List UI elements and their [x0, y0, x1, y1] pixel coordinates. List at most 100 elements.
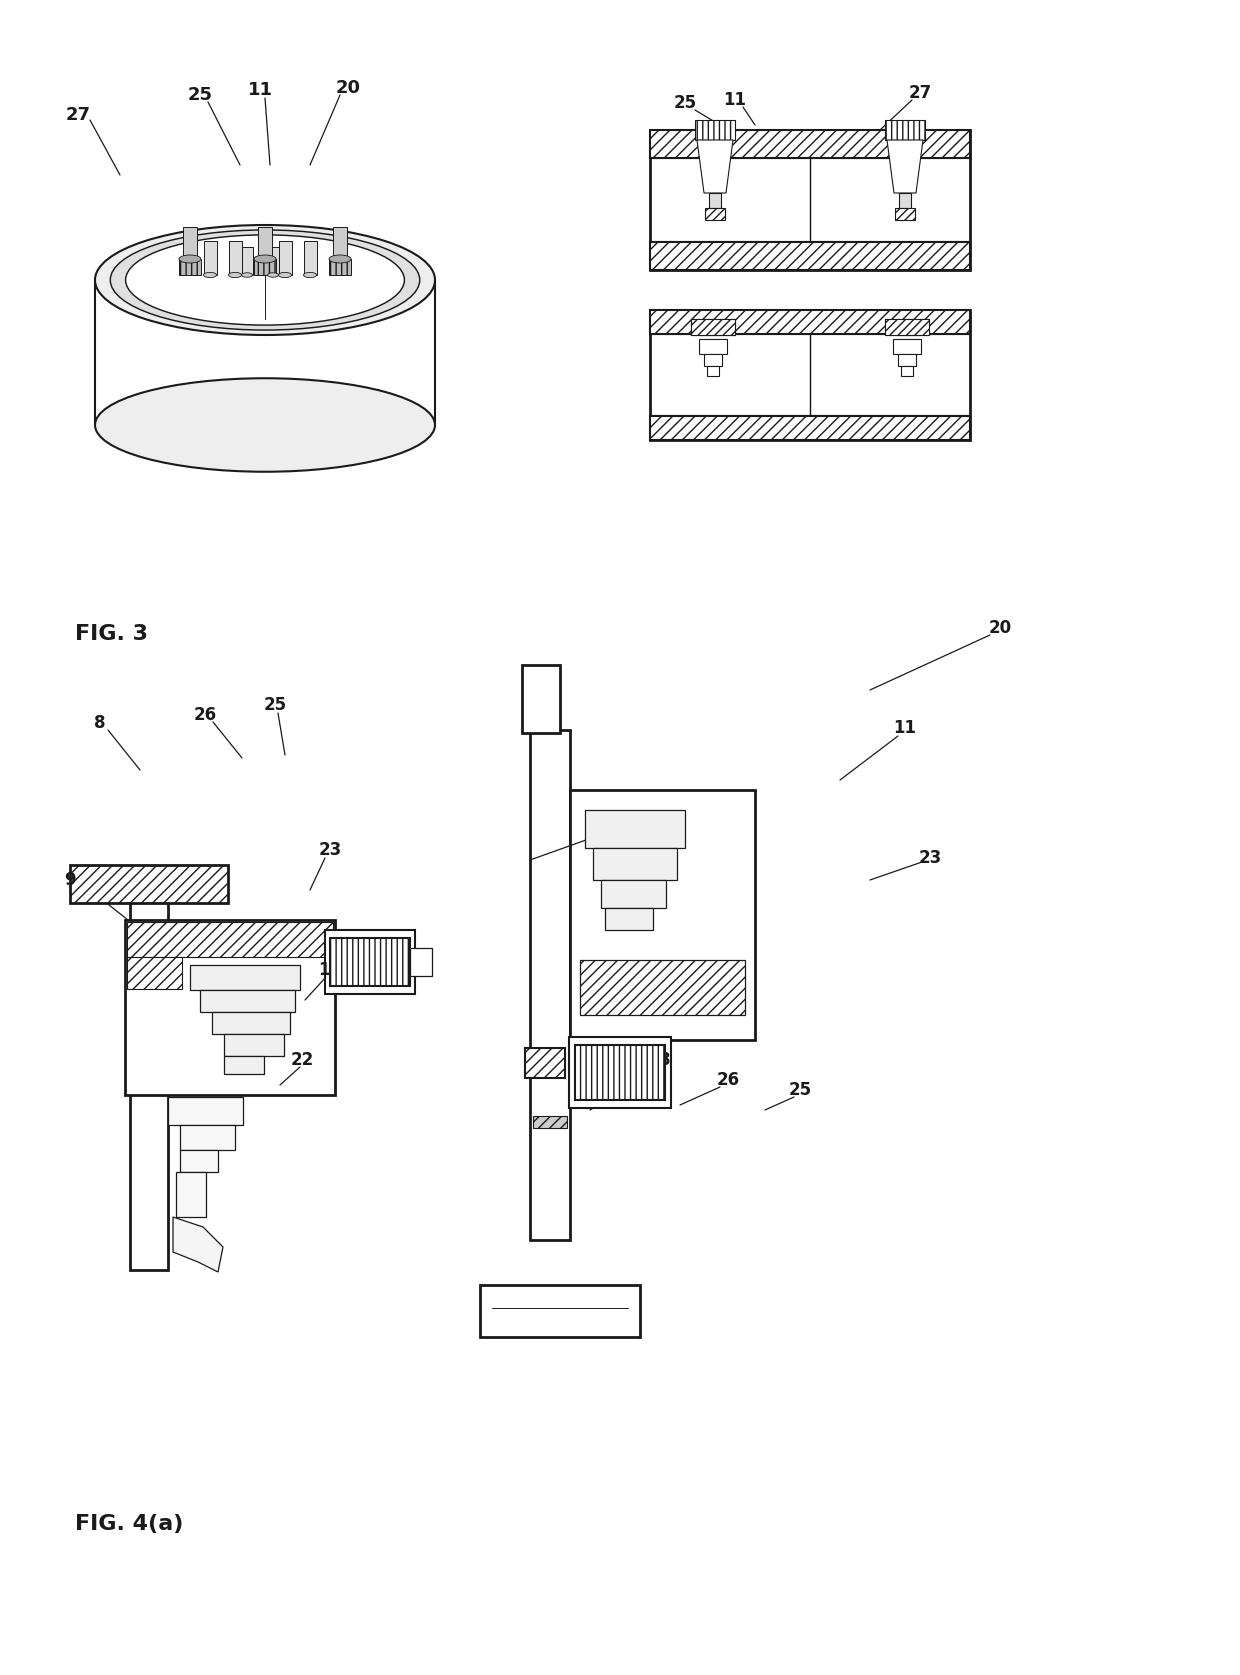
Text: 25: 25 — [673, 94, 697, 112]
Bar — [885, 318, 929, 335]
Ellipse shape — [95, 379, 435, 472]
Bar — [167, 1097, 243, 1126]
Bar — [203, 241, 217, 275]
Text: 8: 8 — [660, 1050, 671, 1069]
Bar — [126, 956, 182, 988]
Ellipse shape — [268, 273, 279, 276]
Ellipse shape — [304, 273, 316, 278]
Bar — [125, 920, 335, 1095]
Polygon shape — [174, 1218, 223, 1271]
Bar — [691, 318, 735, 335]
Ellipse shape — [228, 273, 242, 278]
Bar — [585, 811, 684, 848]
Bar — [180, 1126, 236, 1151]
Ellipse shape — [279, 273, 291, 278]
Text: 11: 11 — [723, 90, 746, 109]
Bar — [130, 899, 167, 1270]
Bar — [228, 241, 242, 275]
Text: 20: 20 — [988, 620, 1012, 636]
Bar — [694, 121, 735, 141]
Text: 11: 11 — [248, 80, 273, 99]
Bar — [242, 246, 253, 275]
Bar — [704, 353, 722, 367]
Text: 11: 11 — [894, 719, 916, 737]
Text: 25: 25 — [789, 1080, 811, 1099]
Bar — [212, 1012, 290, 1033]
Text: 26: 26 — [717, 1070, 739, 1089]
Bar — [601, 879, 666, 908]
Bar — [522, 665, 560, 734]
Bar — [176, 1172, 206, 1218]
Ellipse shape — [254, 255, 277, 263]
Ellipse shape — [125, 235, 404, 325]
Bar — [650, 310, 970, 333]
Bar — [593, 848, 677, 879]
Bar — [224, 1033, 284, 1055]
Bar — [650, 131, 970, 270]
Bar — [304, 241, 316, 275]
Text: 25: 25 — [187, 85, 212, 104]
Ellipse shape — [242, 273, 253, 276]
Text: FIG. 3: FIG. 3 — [74, 625, 148, 643]
Bar — [650, 131, 970, 157]
Bar — [885, 121, 925, 141]
Bar — [200, 990, 295, 1012]
Bar — [180, 1151, 218, 1172]
Bar — [334, 228, 347, 260]
Bar — [709, 193, 720, 208]
Bar — [706, 208, 725, 219]
Text: 9: 9 — [587, 821, 598, 839]
Text: 27: 27 — [909, 84, 931, 102]
Ellipse shape — [329, 255, 351, 263]
Text: 20: 20 — [336, 79, 361, 97]
Bar — [707, 367, 719, 375]
Bar — [885, 318, 929, 335]
Ellipse shape — [110, 229, 419, 330]
Bar — [650, 415, 970, 441]
Bar — [699, 338, 727, 353]
Bar — [529, 730, 570, 1240]
Text: 23: 23 — [319, 841, 342, 859]
Bar — [895, 208, 915, 219]
Bar — [893, 338, 921, 353]
Bar — [254, 260, 277, 275]
Bar — [480, 1285, 640, 1337]
Bar — [190, 965, 300, 990]
Bar — [279, 241, 291, 275]
Bar — [69, 864, 228, 903]
Polygon shape — [697, 141, 733, 193]
Text: 26: 26 — [193, 705, 217, 724]
Bar — [570, 791, 755, 1040]
Bar — [650, 310, 970, 441]
Text: FIG. 4(a): FIG. 4(a) — [74, 1514, 184, 1534]
Bar — [410, 948, 432, 977]
Bar — [268, 246, 279, 275]
Bar — [575, 1045, 665, 1100]
Text: 27: 27 — [66, 106, 91, 124]
Bar — [330, 938, 410, 987]
Polygon shape — [887, 141, 923, 193]
Text: 11: 11 — [319, 961, 341, 978]
Ellipse shape — [95, 224, 435, 335]
Bar — [533, 1116, 567, 1127]
Bar — [224, 1055, 264, 1074]
Ellipse shape — [203, 273, 217, 278]
Ellipse shape — [179, 255, 201, 263]
Text: 8: 8 — [94, 714, 105, 732]
Bar — [650, 241, 970, 270]
Text: 25: 25 — [263, 697, 286, 714]
Bar — [329, 260, 351, 275]
Bar — [258, 228, 272, 260]
Bar — [899, 193, 911, 208]
Bar — [184, 228, 197, 260]
Bar — [126, 921, 334, 956]
Bar — [179, 260, 201, 275]
Text: 23: 23 — [919, 849, 941, 868]
Bar — [569, 1037, 671, 1107]
Bar — [325, 930, 415, 993]
Text: 9: 9 — [64, 871, 76, 889]
Bar — [605, 908, 653, 930]
Bar — [525, 1049, 565, 1079]
Bar — [580, 960, 745, 1015]
Bar — [901, 367, 913, 375]
